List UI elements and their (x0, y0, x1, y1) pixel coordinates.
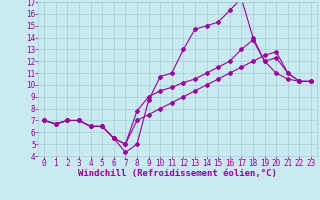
X-axis label: Windchill (Refroidissement éolien,°C): Windchill (Refroidissement éolien,°C) (78, 169, 277, 178)
